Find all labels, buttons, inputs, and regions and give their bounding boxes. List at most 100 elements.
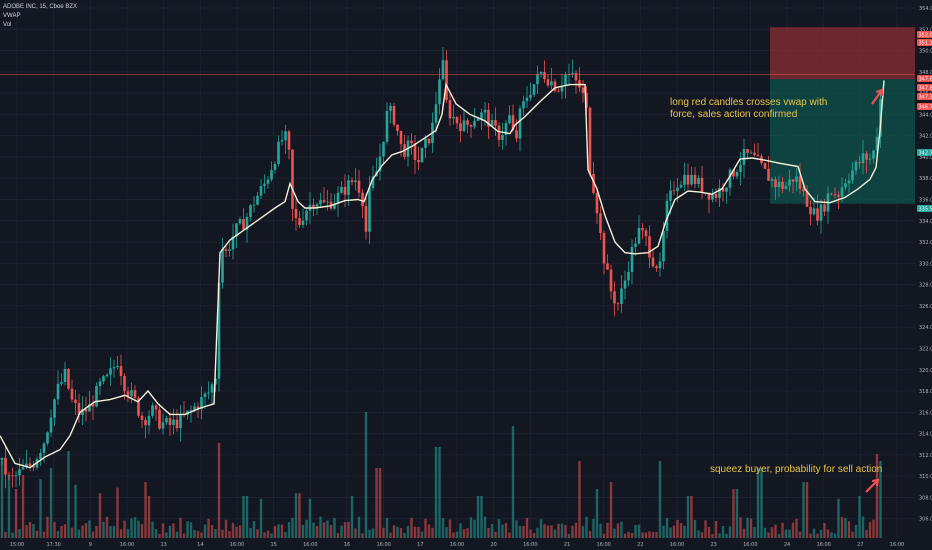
candle-body (39, 453, 42, 460)
volume-bar (774, 524, 777, 538)
volume-bar (567, 533, 571, 538)
candle (102, 374, 105, 385)
candle (728, 167, 732, 196)
candle (637, 215, 641, 245)
volume-bar (252, 521, 256, 538)
volume-bar (763, 527, 767, 538)
volume-bar (347, 521, 350, 538)
volume-bar (826, 529, 830, 538)
arrow-icon (871, 88, 884, 105)
candle-body (560, 85, 564, 92)
price-tag-bg (917, 149, 932, 156)
candle (805, 185, 809, 207)
candle (179, 405, 182, 442)
volume-bar (4, 531, 7, 538)
candle-body (697, 177, 700, 184)
candle (333, 193, 336, 211)
volume-bar (119, 529, 123, 538)
x-tick-label: 16:00 (450, 542, 464, 548)
candle-body (686, 174, 690, 185)
candle (406, 135, 410, 167)
candle (277, 135, 280, 167)
candle (0, 457, 4, 465)
candle-body (445, 60, 448, 101)
volume-indicator-label[interactable]: Vol (3, 22, 12, 28)
volume-bar (861, 516, 865, 538)
candle-body (781, 181, 784, 189)
candle-body (518, 108, 522, 139)
candle-body (473, 120, 476, 127)
time-axis[interactable]: 15:00 17:30 9 16:00 13 14 16:00 15 16:00 16 16:00 1… (10, 542, 904, 548)
candle-body (508, 115, 511, 124)
candle-body (795, 176, 798, 182)
volume-bar (606, 522, 609, 538)
candle (543, 60, 546, 84)
candle (823, 198, 826, 216)
candle-body (574, 72, 578, 81)
candle-body (53, 399, 56, 418)
candle (665, 193, 669, 239)
vwap-indicator-label[interactable]: VWAP (3, 13, 21, 19)
y-tick-label: 330.00 (919, 261, 932, 267)
volume-bar (158, 533, 161, 538)
candle-body (189, 410, 193, 411)
volume-bar (203, 524, 207, 538)
candle (301, 208, 305, 229)
arrow-shaft (871, 89, 883, 105)
volume-bar (504, 523, 508, 538)
candle-body (770, 179, 774, 181)
candle (606, 254, 609, 270)
x-tick-label: 16:00 (816, 542, 830, 548)
volume-bar (546, 525, 550, 538)
candle (497, 122, 501, 148)
volume-bar (392, 525, 396, 538)
y-tick-label: 318.00 (919, 389, 932, 395)
candle (396, 124, 399, 136)
volume-bar (700, 532, 704, 538)
candle (224, 245, 228, 258)
candle-body (721, 187, 725, 192)
candle-body (641, 228, 644, 231)
volume-bar (133, 517, 137, 538)
candle-body (81, 408, 84, 416)
candle-body (91, 404, 95, 407)
candle (819, 199, 823, 234)
candle-body (683, 174, 686, 185)
y-tick-label: 342.00 (919, 134, 932, 140)
volume-bar (753, 527, 756, 538)
price-tag-value: 352.04 (919, 33, 932, 39)
candle (347, 175, 350, 206)
candle (329, 193, 333, 211)
symbol-label[interactable]: ADOBE INC, 15, Cboe BZX (3, 4, 78, 10)
candle (613, 281, 616, 317)
volume-bar (802, 482, 805, 538)
candle-body (840, 187, 844, 197)
candle (14, 471, 18, 488)
candle (501, 122, 504, 150)
candle-body (14, 475, 18, 477)
volume-bar (378, 468, 382, 538)
candle-body (854, 161, 858, 171)
volume-bar (389, 532, 392, 538)
price-axis[interactable]: 306.00 308.00 310.00 312.00 314.00 316.00 318.… (917, 6, 932, 523)
candle-body (133, 390, 137, 398)
volume-bar (693, 519, 697, 538)
volume-bar (854, 524, 858, 538)
candle (756, 143, 760, 157)
volume-bar (595, 489, 599, 538)
candle-body (277, 141, 280, 165)
volume-bar (102, 521, 105, 538)
volume-bar (175, 531, 179, 538)
volume-bar (322, 522, 326, 538)
candle-body (98, 381, 102, 386)
candle (252, 196, 256, 213)
candle-body (546, 79, 550, 86)
candle-body (490, 120, 494, 127)
candle-body (784, 185, 788, 189)
candle-body (193, 406, 196, 411)
volume-bar (385, 517, 389, 538)
candle (137, 396, 140, 419)
volume-bar (746, 517, 749, 538)
candle (469, 124, 473, 139)
